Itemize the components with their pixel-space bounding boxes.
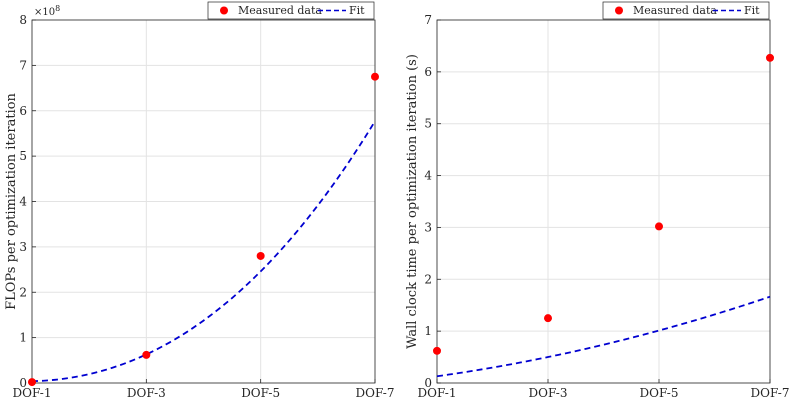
- y-tick-label: 3: [424, 220, 432, 234]
- x-tick-label: DOF-1: [418, 386, 457, 400]
- y-tick-label: 7: [19, 58, 27, 72]
- legend-label-fit: Fit: [349, 4, 365, 17]
- y-tick-label: 1: [19, 331, 27, 345]
- data-point: [433, 346, 441, 355]
- legend-label-measured: Measured data: [633, 4, 717, 17]
- x-tick-label: DOF-5: [640, 386, 679, 400]
- data-point: [142, 350, 151, 359]
- y-axis-label: FLOPs per optimization iteration: [4, 92, 19, 309]
- y-axis-label: Wall clock time per optimization iterati…: [405, 54, 420, 349]
- y-tick-label: 2: [424, 272, 432, 286]
- legend-marker-measured: [220, 6, 228, 15]
- legend-box: [602, 1, 770, 20]
- y-tick-label: 1: [424, 324, 432, 338]
- x-tick-label: DOF-3: [127, 386, 166, 400]
- data-point: [655, 222, 663, 231]
- y-tick-label: 4: [424, 169, 432, 183]
- y-tick-label: 8: [19, 13, 27, 27]
- x-tick-label: DOF-7: [356, 386, 395, 400]
- y-tick-label: 5: [424, 117, 432, 131]
- legend: Measured data Fit: [602, 1, 770, 20]
- y-multiplier-exponent: 8: [55, 4, 60, 13]
- chart-1: 0 1 2 3 4 5 6 7 8 DOF-1 DOF-3 DOF-5 DOF-7 FLOPs per o…: [4, 1, 395, 400]
- x-tick-label: DOF-1: [13, 386, 52, 400]
- data-point: [371, 72, 379, 81]
- y-tick-label: 0: [19, 376, 27, 390]
- legend-box: [207, 1, 375, 20]
- fit-line: [31, 120, 376, 383]
- y-tick-label: 2: [19, 285, 27, 299]
- y-tick-label: 4: [19, 195, 27, 209]
- legend: Measured data Fit: [207, 1, 375, 20]
- y-tick-label: 5: [19, 149, 27, 163]
- fit-line: [436, 295, 771, 378]
- y-tick-label: 6: [19, 104, 27, 118]
- x-tick-label: DOF-7: [751, 386, 790, 400]
- x-tick-label: DOF-3: [529, 386, 568, 400]
- data-point: [28, 378, 36, 387]
- y-tick-label: 3: [19, 240, 27, 254]
- y-multiplier: ×108: [34, 4, 60, 18]
- data-point: [256, 251, 265, 260]
- legend-label-fit: Fit: [744, 4, 760, 17]
- data-point: [766, 53, 774, 62]
- y-tick-label: 6: [424, 65, 432, 79]
- legend-marker-measured: [615, 6, 623, 15]
- plot-area: [436, 19, 771, 384]
- legend-label-measured: Measured data: [238, 4, 322, 17]
- chart-2: 0 1 2 3 4 5 6 7 DOF-1 DOF-3 DOF-5 DOF-7 Wall clock t…: [405, 1, 790, 400]
- x-tick-label: DOF-5: [241, 386, 280, 400]
- data-point: [544, 314, 552, 323]
- y-tick-label: 0: [424, 376, 432, 390]
- y-tick-label: 7: [424, 13, 432, 27]
